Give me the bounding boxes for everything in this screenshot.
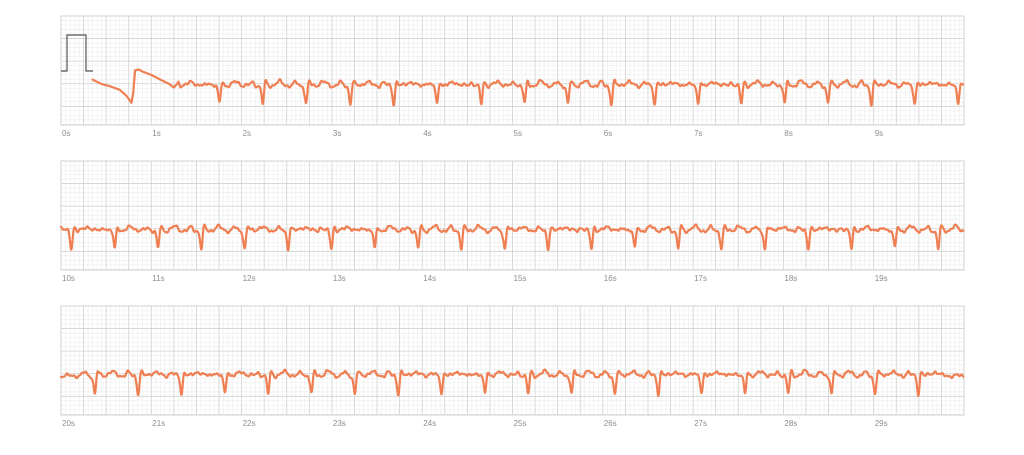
ecg-trace [59,368,965,398]
tick-label: 16s [604,274,617,283]
tick-label: 22s [243,419,256,428]
tick-label: 15s [514,274,527,283]
grid-major [60,160,965,270]
tick-label: 24s [423,419,436,428]
tick-label: 23s [333,419,346,428]
tick-label: 29s [875,419,888,428]
tick-label: 27s [694,419,707,428]
tick-label: 2s [243,129,251,138]
strip-frame [60,305,965,416]
tick-label: 3s [333,129,341,138]
tick-label: 5s [514,129,522,138]
ecg-trace [91,68,965,107]
tick-label: 14s [423,274,436,283]
tick-label: 19s [875,274,888,283]
tick-label: 21s [152,419,165,428]
tick-label: 25s [514,419,527,428]
tick-label: 28s [784,419,797,428]
tick-label: 7s [694,129,702,138]
tick-label: 0s [62,129,70,138]
tick-label: 26s [604,419,617,428]
grid-major [60,15,965,125]
tick-label: 1s [152,129,160,138]
tick-label: 6s [604,129,612,138]
tick-label: 20s [62,419,75,428]
strip-frame [60,160,965,271]
tick-label: 12s [243,274,256,283]
tick-label: 9s [875,129,883,138]
tick-label: 13s [333,274,346,283]
tick-label: 17s [694,274,707,283]
calibration-pulse [61,34,93,72]
tick-label: 8s [784,129,792,138]
tick-label: 4s [423,129,431,138]
tick-label: 18s [784,274,797,283]
tick-label: 11s [152,274,164,283]
ecg-trace [59,223,965,252]
grid-major [60,305,965,415]
tick-label: 10s [62,274,75,283]
